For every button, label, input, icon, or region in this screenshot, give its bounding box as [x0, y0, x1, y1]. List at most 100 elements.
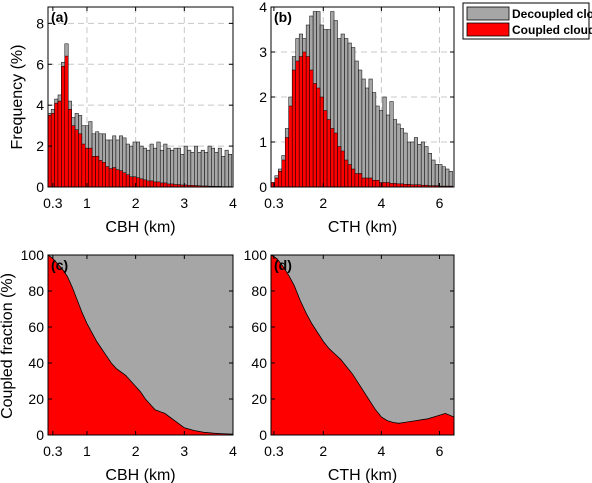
coupled-bar — [333, 132, 338, 188]
coupled-bar — [129, 176, 134, 188]
coupled-bar — [295, 60, 300, 188]
coupled-bar — [57, 100, 62, 188]
decoupled-bar — [177, 147, 181, 188]
decoupled-bar — [417, 144, 422, 188]
decoupled-bar — [375, 105, 380, 188]
coupled-bar — [368, 177, 373, 188]
coupled-bar — [95, 156, 100, 188]
y-tick-label: 0 — [259, 427, 267, 443]
y-tick-label: 60 — [251, 319, 267, 335]
x-tick-label: 2 — [319, 195, 327, 211]
panel-b-histogram: 0 1 2 3 4 0.3 2 4 6 CTH (km) (b) — [259, 0, 455, 236]
decoupled-bar — [211, 147, 215, 188]
decoupled-bar — [197, 151, 202, 188]
plot-frame — [47, 254, 234, 436]
y-tick-label: 20 — [28, 391, 44, 407]
decoupled-bar — [217, 147, 222, 188]
x-tick-label: 2 — [132, 195, 140, 211]
panel-label: (d) — [274, 257, 292, 273]
y-tick-label: 1 — [259, 134, 267, 150]
decoupled-bar — [413, 137, 418, 188]
decoupled-bar — [163, 143, 168, 188]
coupled-bar — [389, 183, 394, 188]
y-tick-label: 100 — [21, 247, 45, 263]
x-tick-label: 1 — [83, 443, 91, 459]
coupled-bar — [281, 159, 286, 188]
y-tick-label: 2 — [259, 89, 267, 105]
coupled-bar — [347, 164, 352, 188]
coupled-bar — [274, 177, 279, 188]
plot-frame — [47, 6, 234, 188]
x-axis-label: CBH (km) — [105, 467, 175, 483]
x-axis-label: CTH (km) — [328, 467, 397, 483]
decoupled-bar — [358, 69, 363, 188]
coupled-bar — [344, 159, 349, 188]
coupled-bar — [278, 171, 283, 188]
y-tick-label: 80 — [251, 283, 267, 299]
decoupled-bar — [351, 47, 356, 188]
decoupled-bar — [228, 154, 233, 188]
x-tick-label: 0.3 — [264, 443, 284, 459]
coupled-bar — [108, 168, 113, 188]
coupled-bar — [386, 182, 391, 188]
coupled-bar — [146, 180, 151, 188]
decoupled-bar — [379, 110, 384, 188]
coupled-bar — [74, 129, 79, 188]
coupled-bar — [84, 147, 89, 188]
coupled-bar — [305, 56, 310, 188]
coupled-bar — [153, 181, 158, 188]
x-tick-label: 1 — [83, 195, 91, 211]
coupled-bar — [351, 168, 356, 188]
coupled-bar — [372, 180, 377, 188]
coupled-bar — [284, 137, 289, 188]
legend-swatch-coupled — [466, 22, 510, 37]
decoupled-bar — [194, 145, 198, 188]
plot-frame — [270, 254, 455, 436]
coupled-bar — [156, 181, 161, 188]
coupled-bar — [64, 55, 69, 188]
coupled-bar — [330, 128, 335, 188]
decoupled-bar — [400, 128, 405, 188]
coupled-bar — [326, 119, 331, 188]
coupled-bar — [125, 174, 130, 188]
decoupled-bar — [224, 149, 229, 188]
coupled-bar — [309, 69, 314, 188]
coupled-bar — [393, 183, 398, 188]
coupled-bar — [78, 133, 83, 188]
y-tick-label: 3 — [259, 44, 267, 60]
legend-label-coupled: Coupled cloud — [512, 23, 592, 37]
coupled-bar — [163, 182, 168, 188]
decoupled-bar — [406, 141, 411, 188]
coupled-bar — [354, 173, 359, 188]
decoupled-bar — [424, 146, 429, 188]
x-tick-label: 4 — [377, 195, 385, 211]
x-tick-label: 0.3 — [43, 443, 63, 459]
x-tick-label: 2 — [319, 443, 327, 459]
legend: Decoupled cloud Coupled cloud — [462, 2, 592, 40]
coupled-bar — [337, 146, 342, 188]
coupled-bar — [312, 83, 317, 188]
coupled-bar — [149, 180, 154, 188]
decoupled-bar — [386, 114, 391, 188]
decoupled-bar — [170, 149, 175, 188]
coupled-bar — [81, 143, 86, 188]
coupled-bar — [112, 167, 117, 188]
coupled-bar — [142, 179, 147, 188]
coupled-bar — [98, 160, 103, 188]
x-tick-label: 4 — [229, 443, 237, 459]
decoupled-bar — [159, 149, 164, 188]
decoupled-bar — [393, 119, 398, 188]
coupled-bar — [316, 87, 321, 188]
coupled-bar — [375, 180, 380, 188]
y-tick-label: 40 — [28, 355, 44, 371]
y-tick-label: 6 — [36, 56, 44, 72]
decoupled-bar — [368, 78, 373, 188]
y-tick-label: 80 — [28, 283, 44, 299]
x-tick-label: 3 — [180, 443, 188, 459]
coupled-bar — [298, 56, 303, 188]
x-tick-label: 3 — [180, 195, 188, 211]
coupled-bar — [71, 125, 76, 188]
y-tick-label: 20 — [251, 391, 267, 407]
y-tick-label: 8 — [36, 15, 44, 31]
y-tick-label: 100 — [244, 247, 268, 263]
